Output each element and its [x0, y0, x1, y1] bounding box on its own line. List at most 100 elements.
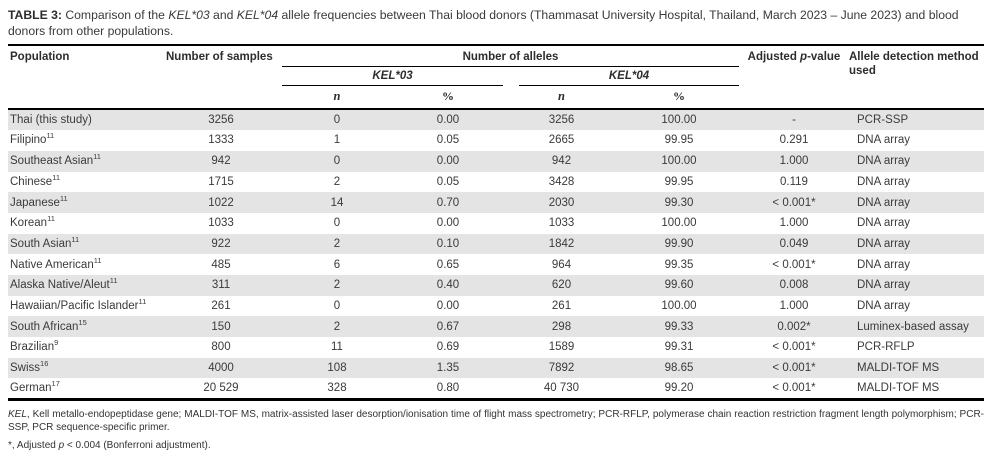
samples-cell: 922: [211, 237, 231, 250]
samples-cell: 1033: [208, 217, 234, 230]
kel04-pct-cell: 98.65: [664, 362, 694, 375]
method-cell: DNA array: [857, 237, 911, 250]
kel03-pct-cell: 1.35: [436, 362, 460, 375]
population-cell: Japanese11: [8, 192, 160, 213]
method-cell: PCR-SSP: [857, 114, 909, 127]
pvalue-cell: 0.119: [780, 175, 808, 188]
footnote-sig-pre: *, Adjusted: [8, 439, 59, 451]
reference-superscript: 11: [52, 173, 60, 183]
population-name: Filipino: [10, 134, 47, 147]
kel03-pct-cell: 0.00: [436, 155, 460, 168]
kel04-n-cell: 7892: [548, 362, 575, 375]
kel03-n-cell: 0: [333, 155, 341, 168]
kel03-pct-cell: 0.00: [436, 299, 460, 312]
reference-superscript: 11: [46, 131, 55, 141]
table-row: Korean11 1033 0 0.00 1033 100.00 1.000 D…: [8, 213, 984, 234]
kel03-pct-cell: 0.05: [436, 175, 460, 188]
kel04-n-cell: 3256: [548, 114, 575, 127]
table-row: Swiss16 4000 108 1.35 7892 98.65 < 0.001…: [8, 357, 984, 379]
pvalue-cell: 0.002*: [777, 320, 811, 333]
reference-superscript: 11: [93, 255, 102, 265]
footnote-sig-post: < 0.004 (Bonferroni adjustment).: [64, 439, 211, 451]
reference-superscript: 11: [59, 193, 68, 203]
table-row: Brazilian9 800 11 0.69 1589 99.31 < 0.00…: [8, 337, 984, 358]
kel04-pct-cell: 99.95: [664, 134, 694, 147]
method-cell: DNA array: [857, 155, 911, 168]
kel04-n-cell: 620: [551, 279, 572, 292]
kel03-n-cell: 0: [333, 217, 341, 230]
pvalue-cell: < 0.001*: [772, 196, 816, 209]
kel04-pct-cell: 99.20: [619, 378, 739, 401]
kel04-n-cell: 2665: [548, 134, 575, 147]
footnote-p-italic: p: [58, 439, 65, 451]
column-header-method: Allele detection method used: [849, 44, 984, 111]
table-row: Southeast Asian11 942 0 0.00 942 100.00 …: [8, 150, 984, 172]
population-name: German: [10, 381, 52, 394]
pvalue-cell: 1.000: [779, 217, 809, 230]
pvalue-cell: < 0.001*: [772, 362, 816, 375]
kel04-pct-header: %: [619, 86, 739, 111]
kel03-pct-cell: 0.70: [436, 196, 460, 209]
population-name: Korean: [10, 217, 48, 230]
reference-superscript: 11: [71, 235, 80, 245]
table-row: Native American11 485 6 0.65 964 99.35 <…: [8, 254, 984, 275]
kel04-n-cell: 40 730: [504, 378, 619, 401]
kel04-n-cell: 942: [551, 155, 572, 168]
table-row: Filipino11 1333 1 0.05 2665 99.95 0.291 …: [8, 130, 984, 151]
table-row: South Asian11 922 2 0.10 1842 99.90 0.04…: [8, 233, 984, 255]
samples-cell: 1715: [208, 175, 234, 188]
footnote-abbrev-text: , Kell metallo-endopeptidase gene; MALDI…: [8, 408, 984, 433]
kel03-pct-header: %: [392, 86, 504, 111]
population-name: Japanese: [10, 196, 60, 209]
kel03-pct-cell: 0.10: [436, 237, 460, 250]
kel03-n-cell: 2: [333, 237, 341, 250]
reference-superscript: 11: [47, 214, 55, 224]
pvalue-label-pre: Adjusted: [747, 51, 801, 64]
kel04-pct-cell: 99.30: [664, 196, 694, 209]
reference-superscript: 11: [93, 152, 101, 162]
kel04-pct-cell: 99.31: [664, 341, 694, 354]
column-header-pvalue: Adjusted p-value: [739, 44, 849, 111]
samples-cell: 261: [211, 299, 231, 312]
table-row: German17 20 529 328 0.80 40 730 99.20 < …: [8, 378, 984, 401]
table-footnotes: KEL, Kell metallo-endopeptidase gene; MA…: [8, 408, 984, 453]
reference-superscript: 9: [54, 338, 59, 348]
population-cell: Swiss16: [8, 358, 160, 379]
population-name: Swiss: [10, 362, 41, 375]
column-header-samples: Number of samples: [160, 44, 282, 111]
footnote-kel-italic: KEL: [8, 408, 27, 420]
pvalue-cell: < 0.001*: [772, 258, 816, 271]
method-cell: DNA array: [857, 217, 911, 230]
samples-cell: 20 529: [160, 378, 282, 401]
column-header-population: Population: [8, 44, 160, 111]
kel03-n-cell: 0: [333, 114, 341, 127]
caption-text-3: allele frequencies between Thai blood do…: [8, 8, 959, 39]
kel03-label: KEL*03: [282, 67, 503, 87]
kel04-n-cell: 3428: [548, 175, 575, 188]
kel03-n-cell: 6: [333, 258, 341, 271]
kel04-pct-cell: 100.00: [661, 114, 697, 127]
pvalue-cell: 0.291: [779, 134, 809, 147]
column-group-kel03: KEL*03: [282, 67, 504, 87]
kel04-pct-cell: 99.95: [664, 175, 694, 188]
pvalue-cell: < 0.001*: [772, 341, 816, 354]
kel04-label: KEL*04: [519, 67, 739, 87]
kel03-n-cell: 2: [333, 320, 341, 333]
method-cell: Luminex-based assay: [857, 320, 969, 333]
reference-superscript: 16: [40, 359, 49, 369]
samples-cell: 1022: [208, 196, 234, 209]
method-cell: DNA array: [857, 258, 911, 271]
samples-cell: 942: [211, 155, 231, 168]
samples-cell: 800: [211, 341, 231, 354]
kel03-pct-cell: 0.67: [436, 320, 460, 333]
method-cell: PCR-RFLP: [857, 341, 915, 354]
column-group-number-of-alleles: Number of alleles: [282, 44, 739, 68]
number-of-alleles-label: Number of alleles: [282, 51, 739, 68]
allele-frequency-table: Population Number of samples Number of a…: [8, 44, 984, 401]
population-cell: South Asian11: [8, 234, 160, 255]
kel04-pct-cell: 100.00: [661, 217, 697, 230]
pvalue-label-p: p: [800, 51, 808, 64]
pvalue-cell: -: [792, 114, 796, 127]
table-row: Chinese11 1715 2 0.05 3428 99.95 0.119 D…: [8, 172, 984, 193]
population-cell: Filipino11: [8, 130, 160, 151]
